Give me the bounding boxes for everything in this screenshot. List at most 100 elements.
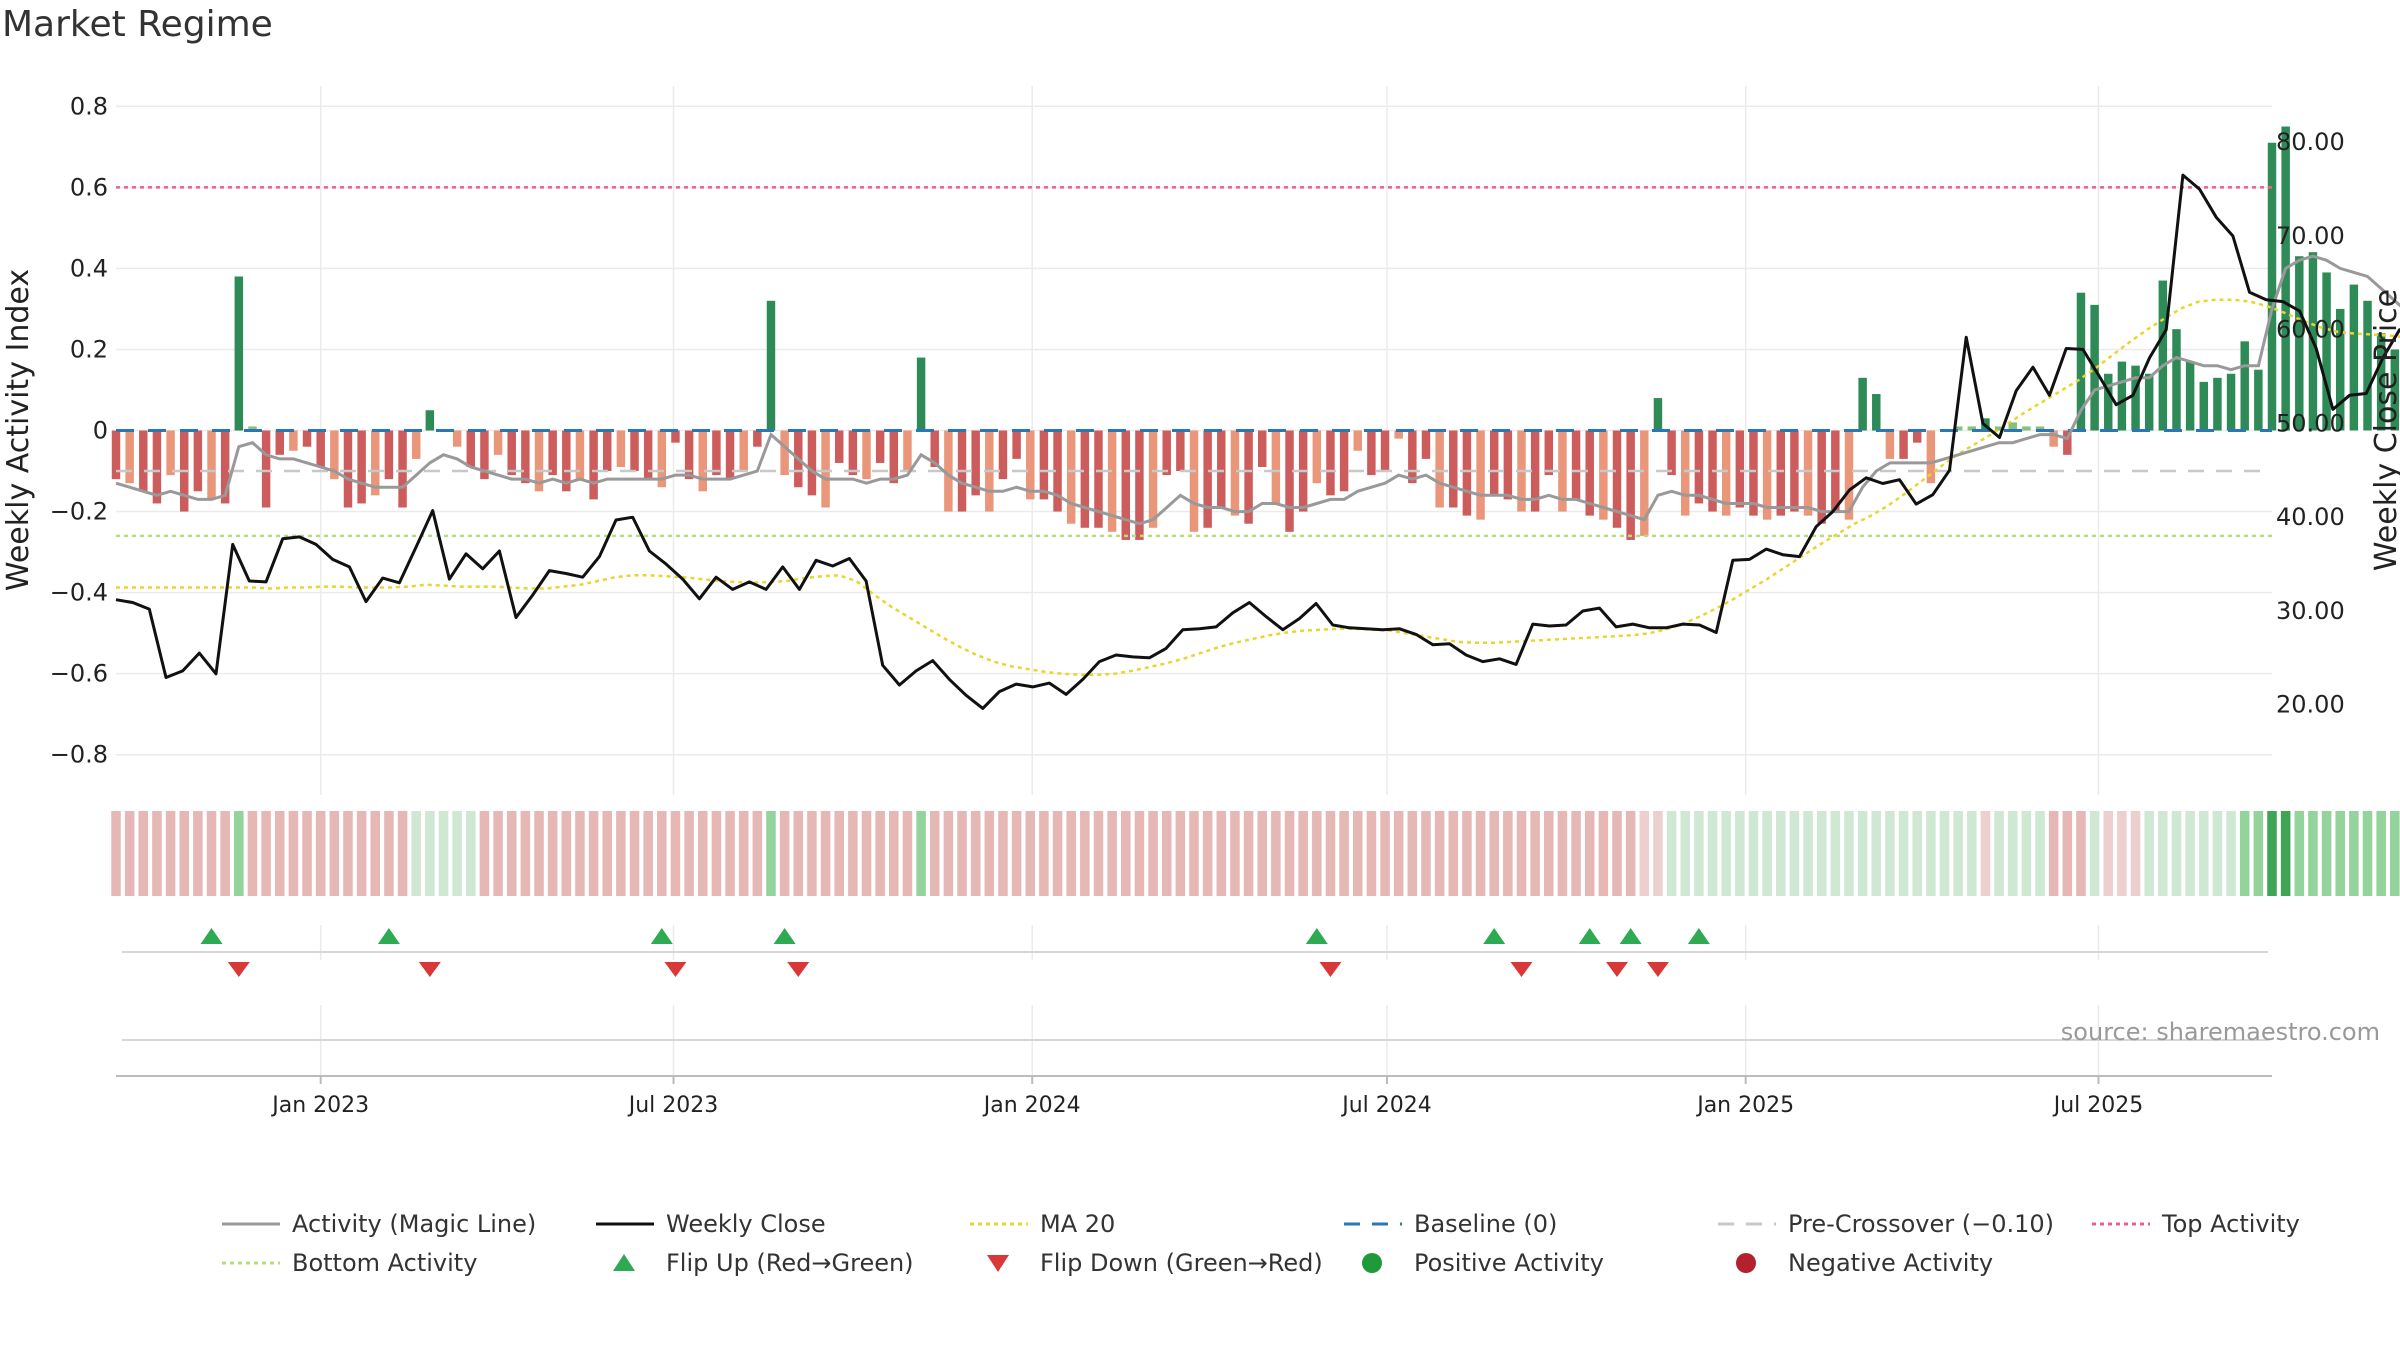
activity-bar xyxy=(166,430,175,476)
activity-bar xyxy=(1217,430,1226,508)
activity-bar xyxy=(1176,430,1185,472)
y-tick-label: −0.4 xyxy=(50,579,108,607)
legend-swatch xyxy=(1736,1253,1756,1273)
activity-bar xyxy=(1503,430,1513,500)
activity-bar xyxy=(1026,430,1035,500)
regime-strip-cell xyxy=(261,811,271,896)
regime-strip-cell xyxy=(356,811,367,896)
legend-swatch xyxy=(1362,1253,1382,1273)
regime-strip-cell xyxy=(1407,811,1418,896)
regime-strip-cell xyxy=(1325,811,1336,896)
regime-strip-cell xyxy=(1489,811,1499,896)
x-tick-label: Jan 2023 xyxy=(270,1093,369,1118)
activity-bar xyxy=(944,430,953,512)
regime-strip-cell xyxy=(1148,811,1158,896)
regime-strip-cell xyxy=(1189,811,1199,896)
regime-strip-cell xyxy=(943,811,954,896)
activity-bar xyxy=(1926,430,1936,484)
x-tick-label: Jul 2024 xyxy=(1340,1093,1432,1118)
flip-up-marker xyxy=(377,928,400,944)
regime-strip-cell xyxy=(2103,811,2114,896)
activity-bar xyxy=(1066,430,1076,524)
regime-strip-cell xyxy=(779,811,790,896)
y-tick-label: −0.8 xyxy=(50,741,108,769)
regime-strip-cell xyxy=(1967,811,1977,896)
regime-strip-cell xyxy=(793,811,804,896)
activity-bar xyxy=(1203,430,1212,528)
activity-bar xyxy=(343,430,353,508)
regime-strip-cell xyxy=(1557,811,1568,896)
regime-strip-cell xyxy=(1762,811,1772,896)
activity-bar xyxy=(1626,430,1635,540)
regime-strip-cell xyxy=(2171,811,2182,896)
activity-bar xyxy=(2144,373,2154,431)
legend-label: MA 20 xyxy=(1040,1210,1115,1238)
regime-strip-cell xyxy=(1625,811,1636,896)
regime-strip-cell xyxy=(452,811,462,896)
activity-bar xyxy=(671,430,680,443)
regime-strip-cell xyxy=(124,811,135,896)
regime-strip-cell xyxy=(889,811,899,896)
regime-strip-cell xyxy=(1421,811,1431,896)
activity-bar xyxy=(507,430,516,476)
regime-strip-cell xyxy=(1339,811,1349,896)
activity-bar xyxy=(2035,426,2045,431)
activity-bar xyxy=(1640,430,1649,536)
activity-bar xyxy=(1544,430,1554,476)
activity-bar xyxy=(1858,377,1867,431)
activity-bar xyxy=(152,430,162,504)
regime-strip-cell xyxy=(998,811,1008,896)
flip-down-marker xyxy=(1646,962,1669,977)
regime-strip-cell xyxy=(2239,811,2250,896)
activity-bar xyxy=(1530,430,1540,512)
y-tick-label: 0 xyxy=(93,417,108,445)
regime-strip-cell xyxy=(2062,811,2073,896)
activity-bar xyxy=(2226,373,2236,431)
y2-tick-label: 80.00 xyxy=(2276,128,2345,156)
legend-label: Flip Up (Red→Green) xyxy=(666,1249,914,1277)
regime-strip-cell xyxy=(848,811,858,896)
regime-strip-cell xyxy=(1721,811,1731,896)
activity-bar xyxy=(1394,430,1403,439)
regime-strip-cell xyxy=(1434,811,1445,896)
regime-strip-cell xyxy=(588,811,599,896)
legend-label: Weekly Close xyxy=(666,1210,826,1238)
activity-bar xyxy=(875,430,885,463)
y2-tick-label: 50.00 xyxy=(2276,409,2345,437)
y-axis-left: 0.8 0.6 0.4 0.2 0 −0.2 −0.4 −0.6 −0.8 xyxy=(50,92,108,768)
activity-bar xyxy=(807,430,817,496)
regime-strip-cell xyxy=(602,811,613,896)
activity-bar xyxy=(2199,381,2209,431)
activity-bar xyxy=(1558,430,1567,512)
regime-strip-cell xyxy=(1598,811,1609,896)
regime-strip-cell xyxy=(861,811,872,896)
regime-strip-cell xyxy=(1298,811,1308,896)
regime-strip-cell xyxy=(970,811,981,896)
regime-strip-cell xyxy=(1120,811,1131,896)
regime-strip-cell xyxy=(1735,811,1745,896)
activity-bar xyxy=(753,430,762,447)
activity-bar xyxy=(1135,430,1144,540)
y-tick-label: 0.6 xyxy=(70,173,108,201)
regime-strip-cell xyxy=(302,811,312,896)
regime-strip-cell xyxy=(807,811,817,896)
regime-strip-cell xyxy=(1161,811,1172,896)
regime-strip-cell xyxy=(1898,811,1909,896)
activity-bar xyxy=(1912,430,1922,443)
activity-bar xyxy=(2363,300,2372,431)
activity-bar xyxy=(2172,329,2181,431)
activity-bar xyxy=(111,430,121,480)
activity-bar xyxy=(2213,377,2222,431)
activity-bar xyxy=(398,430,407,508)
legend-label: Pre-Crossover (−0.10) xyxy=(1788,1210,2054,1238)
activity-bar xyxy=(1326,430,1335,496)
activity-bar xyxy=(821,430,830,508)
regime-strip-cell xyxy=(1694,811,1704,896)
activity-bar xyxy=(1721,430,1731,516)
activity-bar xyxy=(862,430,871,480)
regime-strip-cell xyxy=(1707,811,1718,896)
activity-bar xyxy=(1667,430,1676,476)
activity-bar xyxy=(1899,430,1908,459)
regime-strip-cell xyxy=(629,811,640,896)
regime-strip-cell xyxy=(493,811,503,896)
